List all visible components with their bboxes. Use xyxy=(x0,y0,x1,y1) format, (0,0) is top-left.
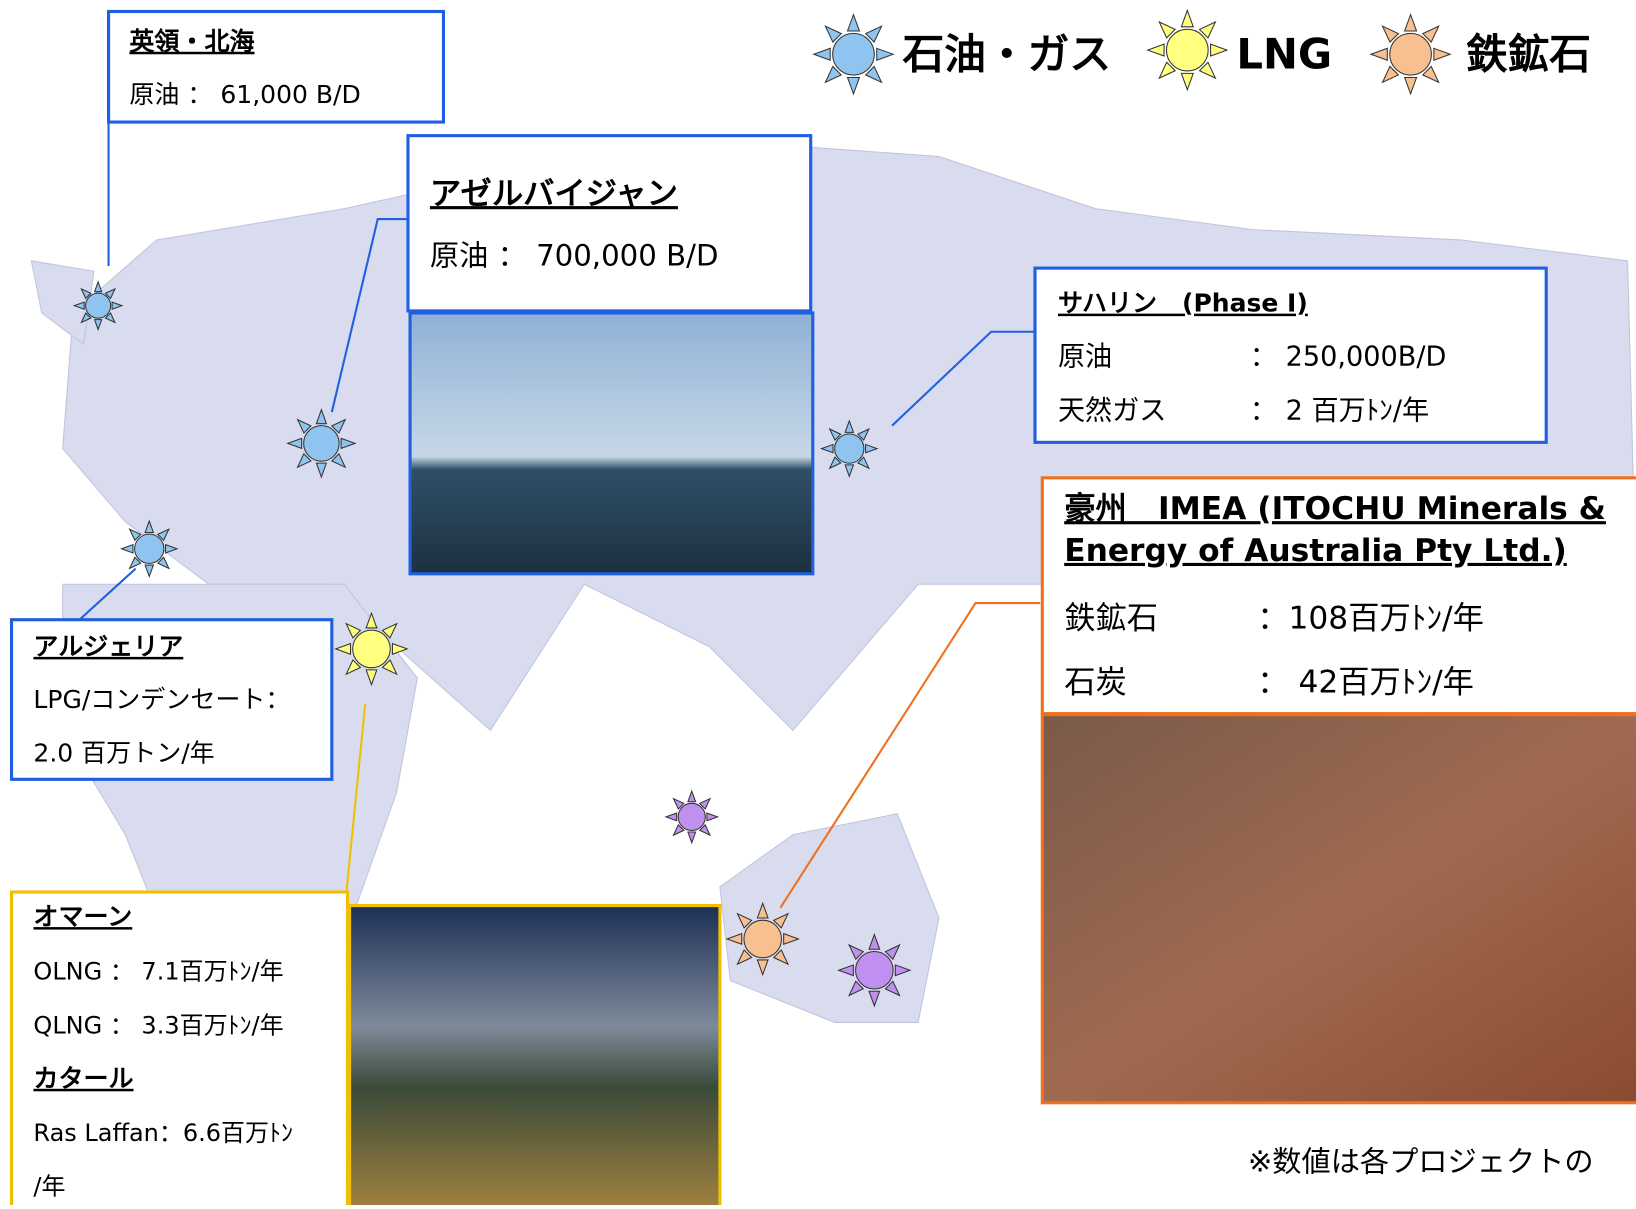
box-title: アゼルバイジャン xyxy=(430,176,678,212)
legend: 石油・ガス LNG 鉄鉱石 xyxy=(903,29,1592,78)
box-line: LPG/コンデンセート： xyxy=(33,685,290,714)
box-title: 英領・北海 xyxy=(129,27,254,56)
row-label: 天然ガス xyxy=(1058,396,1166,427)
uk-box: 英領・北海 原油 ： 61,000 B/D xyxy=(109,11,444,122)
row-value: ： 2 百万ﾄﾝ/年 xyxy=(1250,396,1429,427)
box-line: 2.0 百万トン/年 xyxy=(33,738,214,767)
legend-label: LNG xyxy=(1236,29,1332,78)
sun-icon xyxy=(727,903,798,974)
row-label: 原油 xyxy=(1058,341,1112,372)
sun-icon xyxy=(666,791,718,843)
sakhalin-box: サハリン (Phase I) 原油 ： 250,000B/D 天然ガス ： 2 … xyxy=(1035,268,1546,442)
box-line: OLNG ： 7.1百万ﾄﾝ/年 xyxy=(33,957,283,985)
sun-icon xyxy=(288,410,355,477)
box-title: オマーン xyxy=(33,902,132,931)
sun-icon xyxy=(336,613,407,684)
box-title: アルジェリア xyxy=(33,632,183,661)
box-title: Energy of Australia Pty Ltd.) xyxy=(1064,533,1567,569)
map: 石油・ガス LNG 鉄鉱石 英領・北海 原油 ： 61,000 B/D アゼルバ… xyxy=(0,0,1636,1205)
sun-icon xyxy=(839,935,910,1006)
footnote: ※数値は各プロジェクトの xyxy=(1248,1144,1594,1178)
algeria-box: アルジェリア LPG/コンデンセート： 2.0 百万トン/年 xyxy=(12,620,332,780)
row-label: 鉄鉱石 xyxy=(1064,601,1158,637)
box-line: Ras Laffan：6.6百万ﾄﾝ xyxy=(33,1119,293,1147)
legend-label: 石油・ガス xyxy=(903,29,1112,78)
row-value: ：108百万ﾄﾝ/年 xyxy=(1257,601,1484,637)
sun-icon xyxy=(814,15,893,94)
sun-icon xyxy=(74,282,122,330)
box-line: 原油 ： 700,000 B/D xyxy=(430,239,719,273)
row-value: ： 250,000B/D xyxy=(1250,341,1446,372)
australia-box: 豪州 IMEA (ITOCHU Minerals & Energy of Aus… xyxy=(1042,478,1636,1103)
sun-icon xyxy=(1371,15,1450,94)
photo xyxy=(350,906,720,1205)
azerbaijan-box: アゼルバイジャン 原油 ： 700,000 B/D xyxy=(408,136,813,574)
box-line: 原油 ： 61,000 B/D xyxy=(129,80,360,109)
box-title: サハリン (Phase I) xyxy=(1058,289,1308,318)
sun-icon xyxy=(1148,10,1227,89)
sun-icon xyxy=(121,521,177,577)
box-title: カタール xyxy=(33,1064,133,1093)
box-line: /年 xyxy=(33,1172,65,1200)
row-value: ： 42百万ﾄﾝ/年 xyxy=(1257,664,1474,700)
oman-box: オマーン OLNG ： 7.1百万ﾄﾝ/年 QLNG ： 3.3百万ﾄﾝ/年 カ… xyxy=(12,892,720,1205)
row-label: 石炭 xyxy=(1064,664,1127,700)
box-title: 豪州 IMEA (ITOCHU Minerals & xyxy=(1064,491,1606,527)
photo xyxy=(1042,715,1636,1103)
photo xyxy=(410,313,813,574)
box-line: QLNG ： 3.3百万ﾄﾝ/年 xyxy=(33,1012,283,1040)
legend-label: 鉄鉱石 xyxy=(1466,29,1591,78)
sun-icon xyxy=(822,421,878,477)
